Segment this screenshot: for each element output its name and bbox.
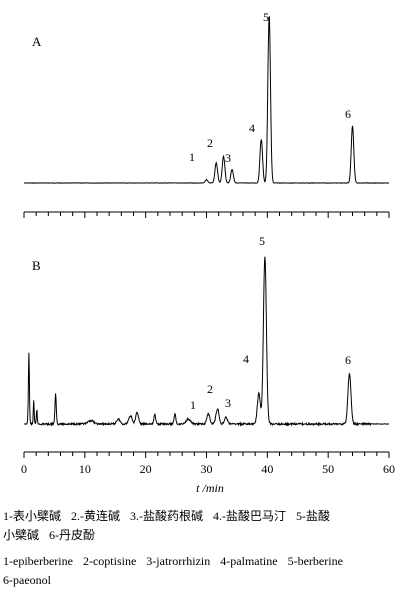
peak-label: 2	[207, 382, 213, 396]
peak-label: 1	[190, 398, 196, 412]
panel-a-trace	[24, 16, 389, 184]
panel-b-ticks	[23, 452, 390, 458]
caption-entry: 2.-黄连碱	[71, 509, 120, 523]
x-tick-label: 50	[322, 462, 334, 476]
panel-b-label: B	[32, 258, 41, 273]
panel-b-tick-labels: 0 10 20 30 40 50 60	[21, 462, 395, 476]
panel-a-peak-labels: 123 4 5 6	[189, 10, 351, 165]
x-tick-label: 30	[201, 462, 213, 476]
x-tick-label: 20	[140, 462, 152, 476]
caption-line-1: 1-表小檗碱 2.-黄连碱 3.-盐酸药根碱 4.-盐酸巴马汀 5-盐酸	[3, 507, 340, 526]
caption-entry: 3.-盐酸药根碱	[130, 509, 203, 523]
panel-b: B 123 4 5 6 0 10 20 30 40 50 60 t /min	[21, 234, 395, 495]
caption-entry: 小檗碱	[3, 528, 40, 542]
panel-a-label: A	[32, 34, 42, 49]
panel-b-peak-labels: 123 4 5 6	[190, 234, 351, 412]
caption-entry: 1-epiberberine	[3, 554, 73, 568]
x-tick-label: 40	[261, 462, 273, 476]
peak-label: 3	[225, 151, 231, 165]
caption-entry: 6-paeonol	[3, 573, 51, 587]
peak-label: 3	[225, 396, 231, 410]
peak-label: 6	[345, 107, 351, 121]
caption-entry: 5-盐酸	[296, 509, 330, 523]
caption-entry: 1-表小檗碱	[3, 509, 61, 523]
peak-label: 1	[189, 150, 195, 164]
caption-line-2: 1-epiberberine 2-coptisine 3-jatrorrhizin 4…	[3, 552, 353, 571]
panel-b-trace	[23, 256, 390, 427]
peak-label: 6	[345, 353, 351, 367]
caption-line-2b: 6-paeonol	[3, 571, 61, 590]
x-tick-label: 10	[79, 462, 91, 476]
caption-entry: 2-coptisine	[82, 554, 137, 568]
caption-entry: 3-jatrorrhizin	[146, 554, 211, 568]
panel-a: A 123 4 5 6	[23, 10, 390, 218]
x-axis-title: t /min	[196, 481, 224, 495]
peak-label: 2	[207, 136, 213, 150]
peak-label: 4	[249, 121, 255, 135]
caption-entry: 4.-盐酸巴马汀	[213, 509, 286, 523]
peak-label: 5	[259, 234, 265, 248]
peak-label: 4	[243, 352, 249, 366]
caption-line-1b: 小檗碱 6-丹皮酚	[3, 526, 105, 545]
caption-entry: 4-palmatine	[220, 554, 278, 568]
caption-entry: 5-berberine	[287, 554, 343, 568]
peak-label: 5	[263, 10, 269, 24]
caption-entry: 6-丹皮酚	[49, 528, 96, 542]
panel-a-ticks	[23, 212, 390, 218]
x-tick-label: 0	[21, 462, 27, 476]
x-tick-label: 60	[383, 462, 395, 476]
